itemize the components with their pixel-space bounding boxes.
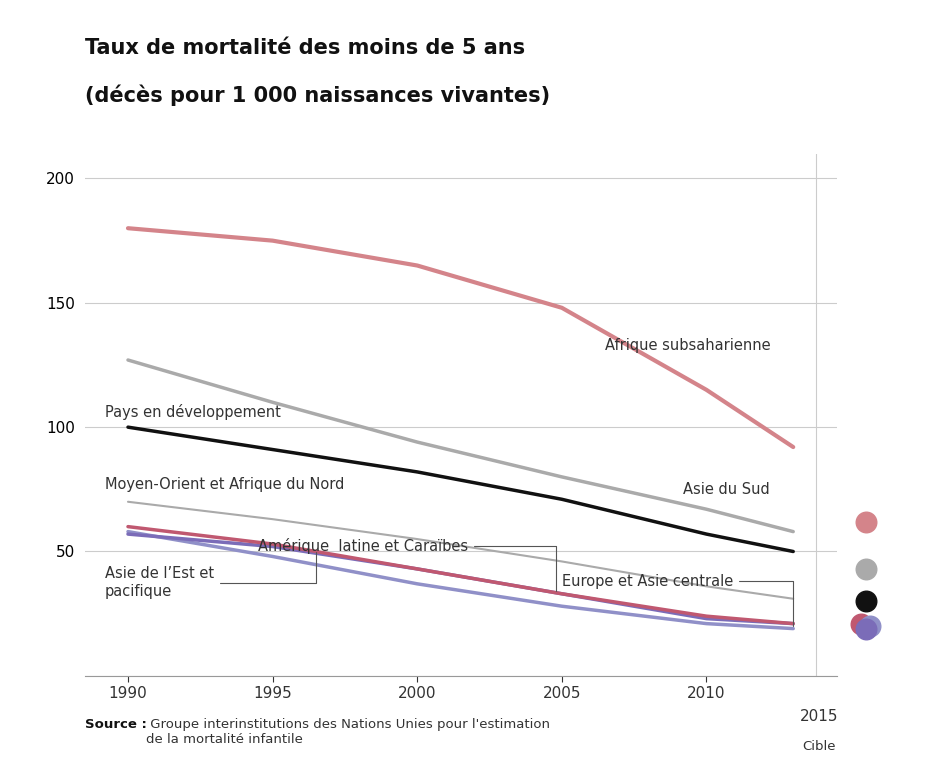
Text: 2015: 2015 (800, 709, 838, 723)
Point (858, 622, 873, 634)
Text: Asie du Sud: Asie du Sud (683, 482, 770, 497)
Text: Cible: Cible (803, 740, 836, 753)
Text: Moyen-Orient et Afrique du Nord: Moyen-Orient et Afrique du Nord (105, 477, 344, 492)
Text: (décès pour 1 000 naissances vivantes): (décès pour 1 000 naissances vivantes) (85, 84, 550, 106)
Text: Afrique subsaharienne: Afrique subsaharienne (605, 338, 771, 353)
Text: Asie de l’Est et
pacifique: Asie de l’Est et pacifique (105, 551, 316, 599)
Point (858, 563, 873, 575)
Point (858, 595, 873, 607)
Text: Taux de mortalité des moins de 5 ans: Taux de mortalité des moins de 5 ans (85, 38, 525, 58)
Text: Source :: Source : (85, 718, 147, 731)
Text: Groupe interinstitutions des Nations Unies pour l'estimation
de la mortalité inf: Groupe interinstitutions des Nations Uni… (146, 718, 550, 746)
Point (862, 620, 877, 632)
Text: Amérique  latine et Caraïbes: Amérique latine et Caraïbes (258, 538, 556, 591)
Text: Pays en développement: Pays en développement (105, 404, 281, 419)
Point (854, 617, 869, 630)
Point (858, 515, 873, 528)
Text: Europe et Asie centrale: Europe et Asie centrale (562, 574, 793, 626)
